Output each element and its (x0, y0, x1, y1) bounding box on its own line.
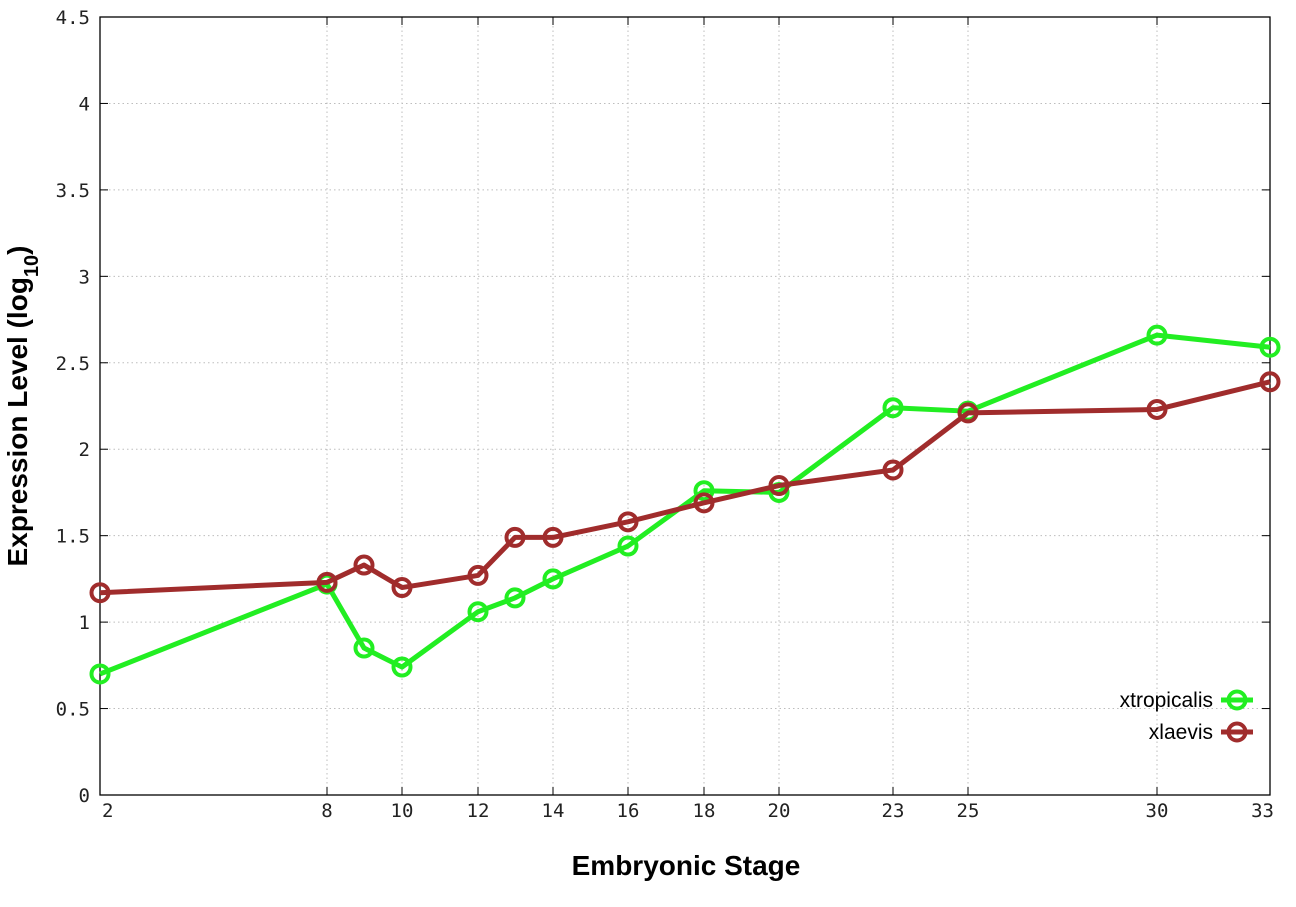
axis-ticks: 0 0.5 1 1.5 2 2.5 3 3.5 4 4.5 2 8 10 12 14 16 18 20 23 25 30… (56, 7, 1274, 822)
series-xlaevis (89, 371, 1281, 604)
legend: xtropicalis xlaevis (1120, 689, 1253, 744)
data-point-xlaevis (504, 526, 526, 548)
grid (100, 17, 1270, 795)
y-tick-label: 0 (79, 785, 90, 807)
data-point-xtropicalis (542, 568, 564, 590)
data-point-xtropicalis (391, 656, 413, 678)
x-tick-label: 33 (1251, 800, 1274, 822)
y-tick-label: 2 (79, 439, 90, 461)
data-point-xtropicalis (467, 601, 489, 623)
data-point-xlaevis (768, 475, 790, 497)
data-point-xlaevis (542, 526, 564, 548)
data-point-xlaevis (89, 582, 111, 604)
data-point-xlaevis (882, 459, 904, 481)
y-tick-label: 4 (79, 93, 90, 115)
data-point-xlaevis (957, 402, 979, 424)
series-line-xlaevis (99, 379, 1271, 596)
x-tick-label: 16 (617, 800, 640, 822)
data-point-xtropicalis (504, 587, 526, 609)
legend-label: xtropicalis (1120, 689, 1213, 712)
data-point-xtropicalis (89, 663, 111, 685)
data-point-xtropicalis (353, 637, 375, 659)
x-tick-label: 25 (957, 800, 980, 822)
data-point-xlaevis (391, 577, 413, 599)
data-point-xlaevis (693, 492, 715, 514)
y-tick-label: 3.5 (56, 180, 90, 202)
data-point-xtropicalis (1259, 336, 1281, 358)
y-axis-title: Expression Level (log10) (2, 246, 43, 567)
y-tick-label: 4.5 (56, 7, 90, 29)
legend-swatch-marker (1226, 689, 1248, 711)
data-point-xlaevis (467, 564, 489, 586)
x-tick-label: 2 (102, 800, 113, 822)
x-tick-label: 10 (391, 800, 414, 822)
data-point-xlaevis (1146, 398, 1168, 420)
data-point-xlaevis (617, 511, 639, 533)
data-point-xlaevis (1259, 371, 1281, 393)
data-point-xtropicalis (882, 397, 904, 419)
y-tick-label: 1.5 (56, 526, 90, 548)
y-axis-title-main: Expression Level (log (2, 277, 33, 566)
data-point-xtropicalis (617, 535, 639, 557)
y-axis-title-suffix: ) (2, 246, 33, 255)
x-tick-label: 12 (467, 800, 490, 822)
data-point-xlaevis (353, 554, 375, 576)
data-point-xtropicalis (1146, 324, 1168, 346)
x-tick-label: 14 (542, 800, 565, 822)
y-tick-label: 1 (79, 612, 90, 634)
y-axis-title-subscript: 10 (21, 255, 43, 277)
y-tick-label: 3 (79, 266, 90, 288)
y-tick-label: 2.5 (56, 353, 90, 375)
plot-frame (99, 16, 1271, 796)
legend-label: xlaevis (1149, 721, 1213, 744)
x-tick-label: 23 (882, 800, 905, 822)
x-tick-label: 30 (1146, 800, 1169, 822)
y-tick-label: 0.5 (56, 699, 90, 721)
series-xtropicalis (89, 324, 1281, 685)
x-tick-label: 8 (321, 800, 332, 822)
legend-swatch-marker (1226, 721, 1248, 743)
x-tick-label: 18 (693, 800, 716, 822)
data-point-xlaevis (316, 571, 338, 593)
series-line-xtropicalis (99, 332, 1271, 677)
data-point-xtropicalis (693, 480, 715, 502)
x-axis-title: Embryonic Stage (572, 850, 801, 881)
series-layer (89, 324, 1281, 685)
x-tick-label: 20 (768, 800, 791, 822)
